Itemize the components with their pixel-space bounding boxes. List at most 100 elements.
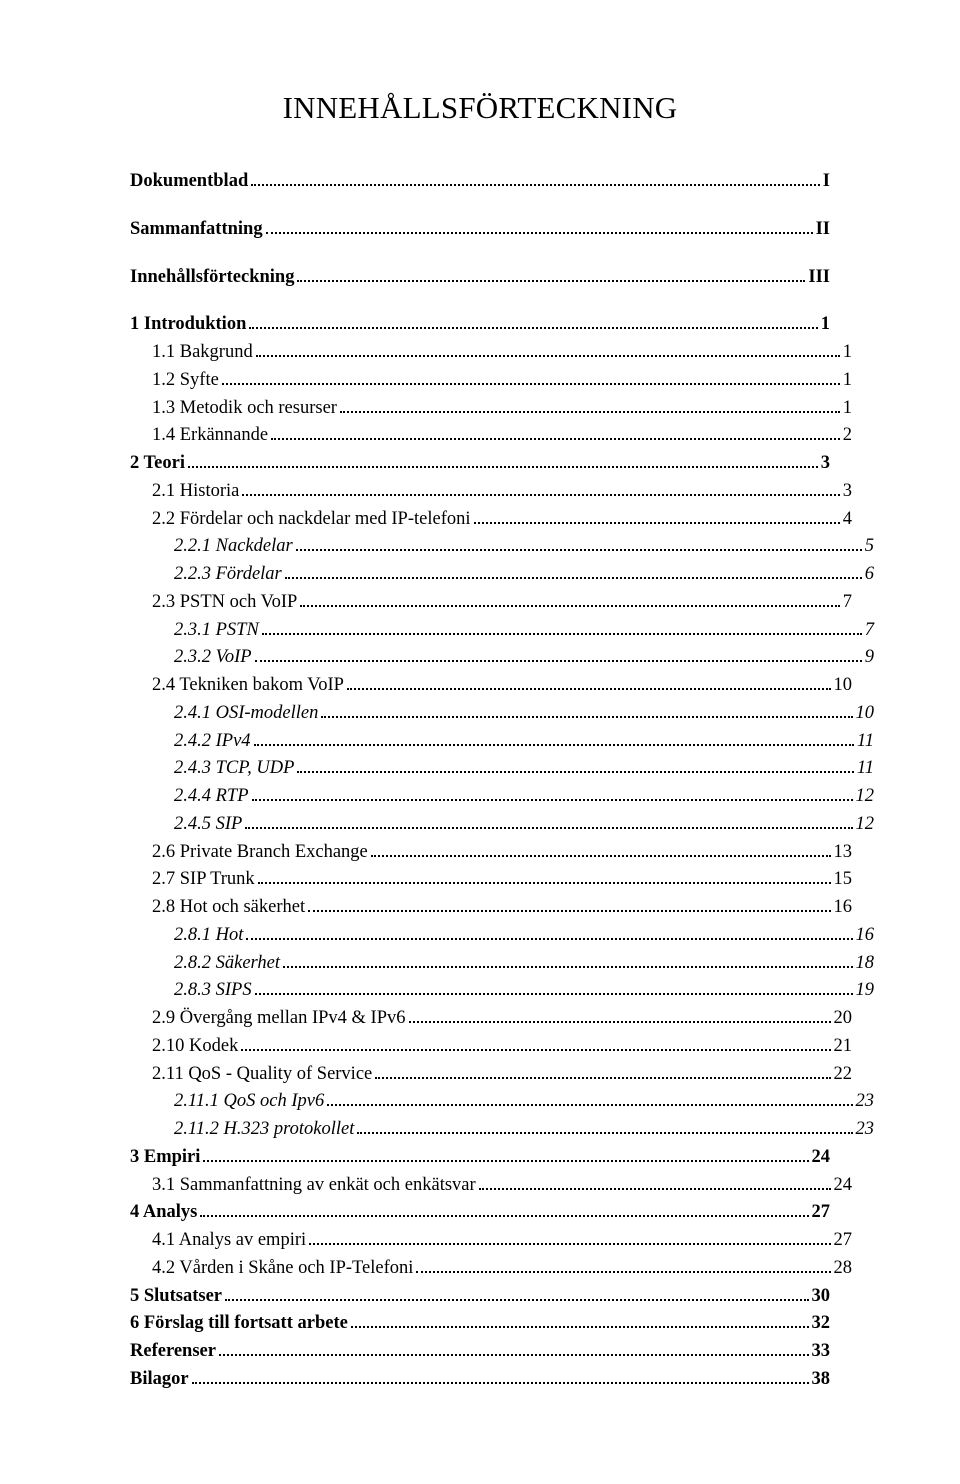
- toc-leader-dots: [266, 232, 813, 234]
- toc-entry-label: 2.2.3 Fördelar: [174, 561, 282, 589]
- toc-entry: 2.3.1 PSTN7: [130, 617, 874, 645]
- toc-entry: 2.9 Övergång mellan IPv4 & IPv620: [130, 1005, 852, 1033]
- toc-entry-page: 22: [834, 1061, 853, 1089]
- toc-entry-page: 19: [856, 977, 875, 1005]
- toc-entry: 2.8.1 Hot16: [130, 922, 874, 950]
- toc-leader-dots: [219, 1354, 809, 1356]
- toc-entry: 2.2 Fördelar och nackdelar med IP-telefo…: [130, 506, 852, 534]
- toc-entry-label: 2.4.4 RTP: [174, 783, 249, 811]
- toc-entry-label: 3 Empiri: [130, 1144, 200, 1172]
- toc-entry-page: 24: [834, 1172, 853, 1200]
- toc-leader-dots: [254, 744, 854, 746]
- toc-entry-label: 1.3 Metodik och resurser: [152, 395, 337, 423]
- toc-leader-dots: [188, 466, 818, 468]
- toc-leader-dots: [309, 1243, 830, 1245]
- toc-entry: 1.3 Metodik och resurser1: [130, 395, 852, 423]
- toc-leader-dots: [340, 411, 840, 413]
- toc-entry: 2.4.5 SIP 12: [130, 811, 874, 839]
- toc-leader-dots: [357, 1132, 852, 1134]
- toc-entry: 4.1 Analys av empiri27: [130, 1227, 852, 1255]
- toc-entry-page: 9: [865, 644, 874, 672]
- toc-leader-dots: [351, 1326, 809, 1328]
- toc-entry: 2.8.2 Säkerhet18: [130, 950, 874, 978]
- toc-leader-dots: [327, 1104, 852, 1106]
- toc-entry: 3 Empiri 24: [130, 1144, 830, 1172]
- toc-entry: 3.1 Sammanfattning av enkät och enkätsva…: [130, 1172, 852, 1200]
- toc-leader-dots: [479, 1188, 831, 1190]
- toc-entry-page: 24: [812, 1144, 831, 1172]
- toc-entry: 1.1 Bakgrund1: [130, 339, 852, 367]
- toc-entry: 2.11 QoS - Quality of Service22: [130, 1061, 852, 1089]
- toc-leader-dots: [225, 1299, 809, 1301]
- toc-spacer: [130, 244, 830, 264]
- toc-entry-label: 2.7 SIP Trunk: [152, 866, 255, 894]
- toc-leader-dots: [474, 522, 840, 524]
- toc-entry-label: 2.2 Fördelar och nackdelar med IP-telefo…: [152, 506, 471, 534]
- toc-entry-label: 6 Förslag till fortsatt arbete: [130, 1310, 348, 1338]
- toc-entry-label: 2.3 PSTN och VoIP: [152, 589, 297, 617]
- toc-entry-label: 2 Teori: [130, 450, 185, 478]
- toc-entry-page: 27: [812, 1199, 831, 1227]
- toc-spacer: [130, 291, 830, 311]
- toc-leader-dots: [347, 688, 831, 690]
- toc-leader-dots: [251, 184, 820, 186]
- toc-entry-page: 1: [821, 311, 830, 339]
- toc-entry: 2.4 Tekniken bakom VoIP10: [130, 672, 852, 700]
- toc-entry-label: 2.8 Hot och säkerhet: [152, 894, 305, 922]
- toc-entry-page: 1: [843, 339, 852, 367]
- toc-entry: DokumentbladI: [130, 168, 830, 196]
- toc-entry-page: 32: [812, 1310, 831, 1338]
- toc-entry: Bilagor38: [130, 1366, 830, 1394]
- toc-leader-dots: [300, 605, 839, 607]
- toc-entry-page: I: [823, 168, 830, 196]
- toc-entry: 2.3 PSTN och VoIP7: [130, 589, 852, 617]
- toc-entry-page: 10: [856, 700, 875, 728]
- toc-leader-dots: [203, 1160, 808, 1162]
- toc-leader-dots: [296, 549, 862, 551]
- toc-leader-dots: [297, 771, 853, 773]
- toc-page: INNEHÅLLSFÖRTECKNING DokumentbladISamman…: [0, 0, 960, 1484]
- toc-leader-dots: [241, 1049, 830, 1051]
- toc-entry-page: 23: [856, 1116, 875, 1144]
- toc-entry: 1 Introduktion 1: [130, 311, 830, 339]
- toc-entry: 1.4 Erkännande2: [130, 422, 852, 450]
- toc-entry-page: 28: [834, 1255, 853, 1283]
- toc-body: DokumentbladISammanfattningIIInnehållsfö…: [130, 168, 830, 1394]
- toc-leader-dots: [375, 1077, 830, 1079]
- toc-leader-dots: [416, 1271, 830, 1273]
- toc-entry: SammanfattningII: [130, 216, 830, 244]
- toc-leader-dots: [252, 799, 853, 801]
- toc-entry-label: 2.9 Övergång mellan IPv4 & IPv6: [152, 1005, 406, 1033]
- toc-entry-page: 5: [865, 533, 874, 561]
- toc-entry-label: 2.3.2 VoIP: [174, 644, 252, 672]
- toc-entry: 2.4.1 OSI-modellen 10: [130, 700, 874, 728]
- toc-entry-label: 2.8.1 Hot: [174, 922, 243, 950]
- toc-entry-label: 2.4.1 OSI-modellen: [174, 700, 318, 728]
- toc-entry: 2.1 Historia 3: [130, 478, 852, 506]
- toc-entry-page: 12: [856, 811, 875, 839]
- toc-entry: 1.2 Syfte1: [130, 367, 852, 395]
- toc-entry-label: 2.10 Kodek: [152, 1033, 238, 1061]
- toc-entry: 2 Teori 3: [130, 450, 830, 478]
- toc-entry-label: 2.4.2 IPv4: [174, 728, 251, 756]
- toc-entry-page: 3: [821, 450, 830, 478]
- toc-leader-dots: [321, 716, 852, 718]
- toc-leader-dots: [371, 855, 831, 857]
- toc-spacer: [130, 196, 830, 216]
- toc-entry: 2.11.1 QoS och Ipv623: [130, 1088, 874, 1116]
- toc-entry-page: III: [808, 264, 830, 292]
- toc-entry-label: 2.4.5 SIP: [174, 811, 242, 839]
- toc-entry-page: II: [816, 216, 830, 244]
- toc-entry-page: 12: [856, 783, 875, 811]
- toc-entry-page: 13: [834, 839, 853, 867]
- toc-entry-page: 21: [834, 1033, 853, 1061]
- toc-leader-dots: [242, 494, 839, 496]
- toc-entry-label: 1 Introduktion: [130, 311, 246, 339]
- toc-entry-page: 7: [865, 617, 874, 645]
- toc-entry-label: 2.1 Historia: [152, 478, 239, 506]
- toc-leader-dots: [256, 355, 840, 357]
- toc-entry-page: 3: [843, 478, 852, 506]
- toc-entry-page: 33: [812, 1338, 831, 1366]
- toc-entry: 2.2.1 Nackdelar5: [130, 533, 874, 561]
- toc-entry-label: 4.1 Analys av empiri: [152, 1227, 306, 1255]
